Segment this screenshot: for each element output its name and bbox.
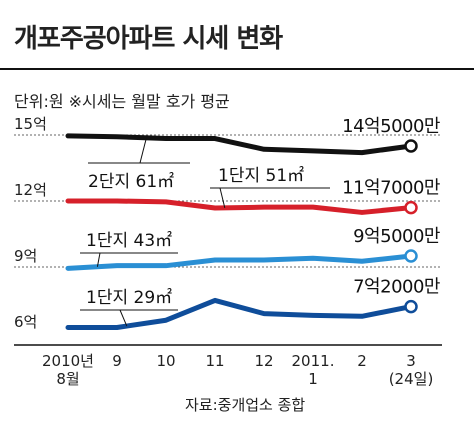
series-line	[65, 133, 414, 156]
end-value-label: 9억5000만	[353, 226, 440, 247]
x-tick-label: 2011.	[292, 352, 335, 370]
callout-leader	[139, 137, 147, 164]
chart-title: 개포주공아파트 시세 변화	[14, 24, 283, 54]
y-tick-label: 15억	[14, 115, 47, 133]
end-value-label: 7억2000만	[353, 277, 440, 298]
source-note: 자료:중개업소 종합	[185, 396, 306, 414]
series-end-point	[404, 299, 418, 314]
x-tick-label: 2010년	[42, 352, 94, 370]
x-tick-label: 2	[357, 352, 367, 370]
series-name-label: 2단지 61㎡	[88, 172, 174, 192]
y-tick-label: 12억	[14, 181, 47, 199]
end-value-label: 14억5000만	[342, 116, 440, 137]
callout-leader	[219, 187, 226, 208]
series-end-point	[404, 139, 418, 153]
x-tick-label: 11	[205, 352, 224, 370]
y-tick-label: 9억	[14, 247, 37, 265]
x-tick-label: (24일)	[389, 370, 434, 388]
x-tick-label: 1	[308, 370, 318, 388]
chart-subtitle: 단위:원 ※시세는 월말 호가 평균	[14, 92, 230, 111]
y-tick-label: 6억	[14, 313, 37, 331]
series-end-point	[404, 249, 418, 263]
series-end-point	[404, 200, 418, 215]
title-rule	[0, 68, 474, 70]
series-name-label: 1단지 51㎡	[218, 166, 304, 186]
x-tick-label: 10	[156, 352, 175, 370]
callout-leader	[119, 309, 128, 327]
x-tick-label: 12	[254, 352, 273, 370]
callout-leader	[96, 252, 101, 267]
series-line	[65, 297, 414, 330]
x-tick-label: 8월	[56, 370, 79, 388]
end-value-label: 11억7000만	[342, 178, 440, 199]
series-line	[65, 253, 414, 271]
series-line	[65, 198, 414, 215]
series-name-label: 1단지 43㎡	[86, 231, 172, 251]
x-tick-label: 9	[112, 352, 122, 370]
series-name-label: 1단지 29㎡	[86, 288, 172, 308]
x-tick-label: 3	[406, 352, 416, 370]
